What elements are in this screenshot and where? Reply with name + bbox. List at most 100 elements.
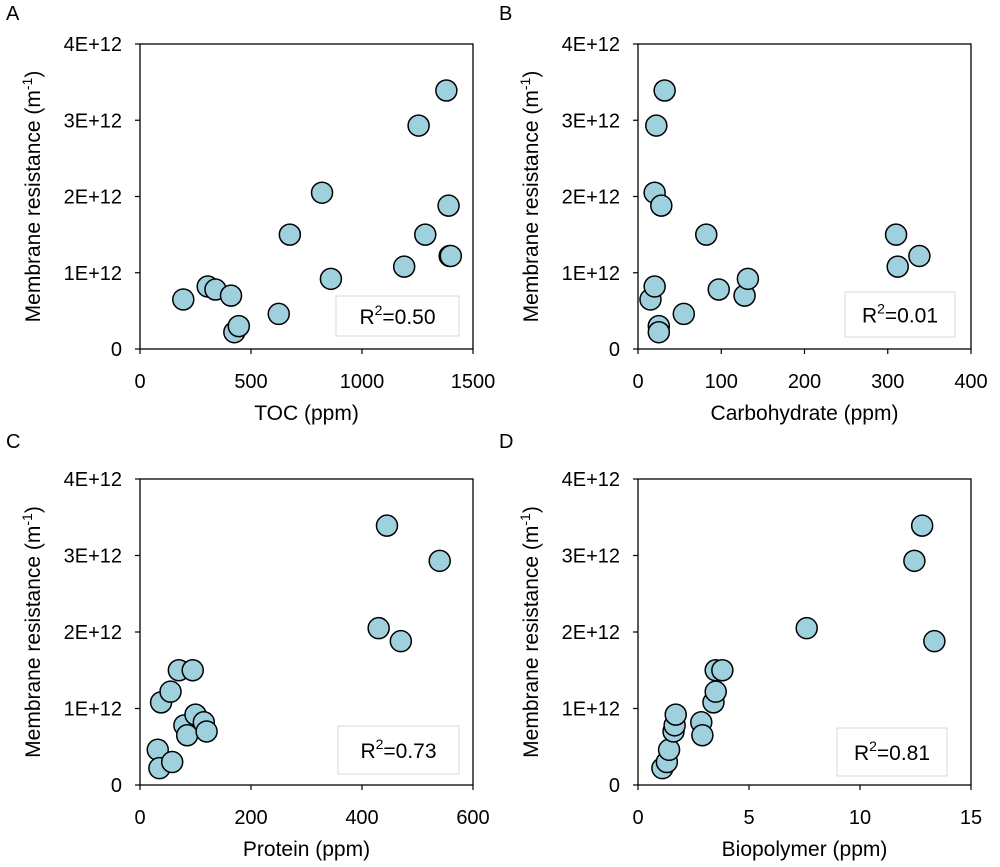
y-tick-label: 1E+12 bbox=[64, 699, 122, 721]
data-point bbox=[691, 724, 714, 747]
y-tick-label: 2E+12 bbox=[562, 622, 620, 644]
x-tick-label: 5 bbox=[743, 807, 754, 829]
r2-symbol: R bbox=[854, 742, 869, 765]
panel-label: C bbox=[6, 431, 20, 453]
r2-annotation: R2=0.81 bbox=[854, 738, 930, 765]
data-point bbox=[647, 320, 671, 344]
panel-label: A bbox=[6, 3, 20, 25]
x-axis-title: TOC (ppm) bbox=[254, 402, 359, 425]
x-axis-title: Carbohydrate (ppm) bbox=[711, 402, 899, 425]
y-tick-label: 4E+12 bbox=[64, 469, 122, 491]
x-tick-label: 200 bbox=[234, 807, 267, 829]
data-point bbox=[267, 302, 290, 326]
y-axis-title: Membrane resistance (m-1) bbox=[19, 71, 45, 323]
data-point bbox=[908, 244, 931, 268]
data-point bbox=[657, 738, 681, 762]
y-tick-label: 1E+12 bbox=[562, 699, 620, 721]
r2-value: =0.50 bbox=[382, 306, 435, 329]
r2-box bbox=[337, 725, 460, 775]
y-axis-title: Membrane resistance (m-1) bbox=[517, 506, 543, 758]
y-axis-title-close: ) bbox=[520, 71, 543, 78]
data-point bbox=[389, 629, 413, 653]
r2-superscript: 2 bbox=[375, 302, 383, 318]
data-point bbox=[367, 616, 390, 640]
r2-value: =0.73 bbox=[383, 740, 436, 763]
chart-panel-d: D 0 1E+12 2E+12 3E+12 4E+12 0 5 10 15 Biopolymer (… bbox=[499, 431, 982, 861]
data-point bbox=[736, 267, 760, 291]
r2-box bbox=[844, 291, 956, 338]
r2-symbol: R bbox=[359, 306, 374, 329]
panel-label: B bbox=[499, 3, 512, 25]
x-tick-label: 1000 bbox=[340, 371, 385, 393]
x-tick-label: 300 bbox=[871, 371, 904, 393]
x-axis-title: Protein (ppm) bbox=[243, 838, 370, 861]
data-point bbox=[319, 267, 343, 291]
y-tick-label: 2E+12 bbox=[562, 187, 620, 209]
x-tick-label: 15 bbox=[960, 807, 982, 829]
data-point bbox=[695, 223, 718, 246]
x-tick-label: 500 bbox=[234, 371, 267, 393]
data-point bbox=[643, 275, 666, 298]
x-tick-label: 400 bbox=[345, 807, 378, 829]
data-point bbox=[650, 194, 673, 217]
data-point bbox=[704, 680, 727, 703]
y-axis-title-close: ) bbox=[22, 71, 45, 78]
data-point bbox=[159, 680, 182, 703]
y-tick-label: 0 bbox=[609, 775, 620, 797]
data-point bbox=[886, 255, 909, 278]
y-axis-title-superscript: -1 bbox=[19, 77, 35, 90]
y-axis-title: Membrane resistance (m-1) bbox=[19, 506, 45, 758]
data-point bbox=[375, 514, 399, 537]
y-tick-label: 0 bbox=[111, 339, 122, 361]
y-axis-title-close: ) bbox=[22, 506, 45, 513]
y-tick-label: 3E+12 bbox=[562, 546, 620, 568]
x-tick-label: 1500 bbox=[451, 371, 496, 393]
data-point bbox=[903, 549, 926, 573]
chart-panel-a: A 0 1E+12 2E+12 3E+12 4E+12 0 500 1000 1500 TOC (p… bbox=[6, 3, 495, 425]
data-point bbox=[428, 549, 451, 573]
data-point bbox=[707, 278, 731, 301]
y-tick-label: 1E+12 bbox=[64, 263, 122, 285]
r2-value: =0.01 bbox=[885, 305, 938, 328]
y-tick-label: 4E+12 bbox=[562, 34, 620, 56]
y-tick-label: 4E+12 bbox=[562, 469, 620, 491]
r2-annotation: R2=0.50 bbox=[359, 302, 435, 329]
y-tick-label: 3E+12 bbox=[64, 110, 122, 132]
y-axis-title-text: Membrane resistance (m bbox=[22, 526, 45, 758]
x-axis-title: Biopolymer (ppm) bbox=[722, 838, 888, 861]
data-point bbox=[439, 244, 463, 268]
data-point bbox=[310, 181, 334, 204]
x-tick-label: 0 bbox=[134, 807, 145, 829]
y-axis-title: Membrane resistance (m-1) bbox=[517, 71, 543, 323]
data-point bbox=[645, 114, 668, 137]
y-axis-title-text: Membrane resistance (m bbox=[520, 90, 543, 322]
data-point bbox=[278, 223, 302, 246]
r2-box bbox=[836, 727, 948, 777]
x-tick-label: 0 bbox=[632, 807, 643, 829]
data-point bbox=[653, 79, 676, 102]
r2-symbol: R bbox=[360, 740, 375, 763]
data-point bbox=[172, 288, 195, 311]
chart-panel-c: C 0 1E+12 2E+12 3E+12 4E+12 0 200 400 600 Protein … bbox=[6, 431, 490, 861]
r2-annotation: R2=0.01 bbox=[862, 301, 938, 328]
y-axis-title-superscript: -1 bbox=[517, 77, 533, 90]
data-point bbox=[392, 255, 416, 278]
data-point bbox=[923, 629, 946, 653]
data-point bbox=[407, 114, 430, 137]
r2-annotation: R2=0.73 bbox=[360, 736, 436, 763]
y-tick-label: 0 bbox=[111, 775, 122, 797]
y-axis-title-text: Membrane resistance (m bbox=[520, 526, 543, 758]
y-tick-label: 3E+12 bbox=[562, 110, 620, 132]
x-tick-label: 400 bbox=[954, 371, 987, 393]
y-tick-label: 0 bbox=[609, 339, 620, 361]
data-point bbox=[437, 194, 460, 217]
chart-panel-b: B 0 1E+12 2E+12 3E+12 4E+12 0 100 200 300 400 Carbo… bbox=[499, 3, 988, 425]
x-tick-label: 0 bbox=[134, 371, 145, 393]
data-point bbox=[414, 223, 437, 246]
x-tick-label: 600 bbox=[456, 807, 489, 829]
y-tick-label: 2E+12 bbox=[64, 187, 122, 209]
data-point bbox=[219, 284, 243, 307]
x-tick-label: 200 bbox=[788, 371, 821, 393]
r2-superscript: 2 bbox=[869, 738, 877, 754]
x-tick-label: 0 bbox=[632, 371, 643, 393]
